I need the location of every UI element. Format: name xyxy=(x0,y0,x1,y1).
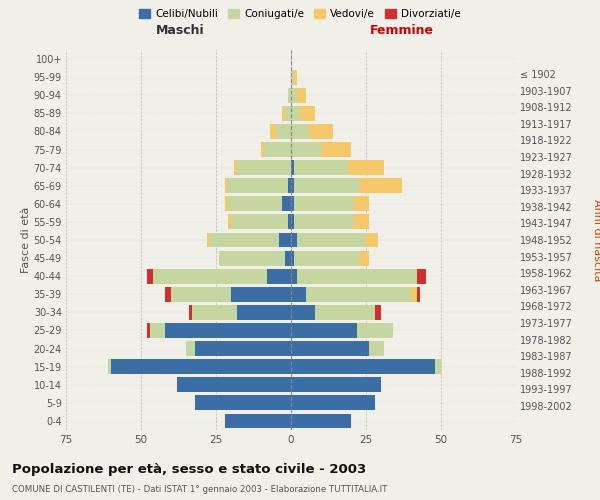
Bar xyxy=(291,124,309,139)
Bar xyxy=(354,196,369,211)
Bar xyxy=(360,178,402,193)
Bar xyxy=(354,214,369,230)
Y-axis label: Anni di nascita: Anni di nascita xyxy=(592,198,600,281)
Bar xyxy=(111,359,291,374)
Text: COMUNE DI CASTILENTI (TE) - Dati ISTAT 1° gennaio 2003 - Elaborazione TUTTITALIA: COMUNE DI CASTILENTI (TE) - Dati ISTAT 1… xyxy=(12,485,388,494)
Bar xyxy=(291,106,300,121)
Bar xyxy=(291,178,294,193)
Bar xyxy=(294,250,360,266)
Bar xyxy=(291,250,294,266)
Bar xyxy=(291,287,306,302)
Bar xyxy=(279,232,291,248)
Bar xyxy=(147,323,150,338)
Bar xyxy=(297,232,366,248)
Bar xyxy=(291,341,369,356)
Y-axis label: Fasce di età: Fasce di età xyxy=(20,207,31,273)
Bar xyxy=(195,396,291,410)
Bar xyxy=(234,160,237,175)
Bar xyxy=(108,359,111,374)
Bar xyxy=(294,160,348,175)
Bar xyxy=(285,250,291,266)
Bar xyxy=(288,214,291,230)
Bar xyxy=(153,269,267,283)
Bar xyxy=(291,142,321,157)
Bar xyxy=(291,305,315,320)
Bar xyxy=(225,414,291,428)
Bar xyxy=(270,124,276,139)
Bar xyxy=(291,378,381,392)
Bar xyxy=(150,323,165,338)
Bar xyxy=(165,287,171,302)
Bar xyxy=(294,178,360,193)
Bar xyxy=(417,287,420,302)
Bar xyxy=(291,359,435,374)
Bar xyxy=(297,269,417,283)
Bar xyxy=(291,160,294,175)
Bar xyxy=(294,196,354,211)
Bar xyxy=(291,88,297,102)
Bar xyxy=(276,124,291,139)
Bar xyxy=(210,232,279,248)
Bar xyxy=(225,196,228,211)
Bar xyxy=(231,214,288,230)
Bar xyxy=(369,341,384,356)
Text: Popolazione per età, sesso e stato civile - 2003: Popolazione per età, sesso e stato civil… xyxy=(12,462,366,475)
Bar xyxy=(171,287,231,302)
Bar xyxy=(147,269,153,283)
Bar xyxy=(177,378,291,392)
Bar xyxy=(264,142,291,157)
Bar xyxy=(315,305,375,320)
Bar xyxy=(282,106,285,121)
Bar xyxy=(207,232,210,248)
Bar xyxy=(189,305,192,320)
Bar xyxy=(291,414,351,428)
Bar xyxy=(288,178,291,193)
Bar xyxy=(225,178,228,193)
Bar xyxy=(291,396,375,410)
Bar xyxy=(291,323,357,338)
Bar xyxy=(348,160,384,175)
Bar xyxy=(186,341,195,356)
Bar xyxy=(291,232,297,248)
Bar xyxy=(288,88,291,102)
Bar xyxy=(192,305,237,320)
Bar xyxy=(300,106,315,121)
Bar xyxy=(357,323,393,338)
Bar xyxy=(165,323,291,338)
Bar xyxy=(360,250,369,266)
Bar xyxy=(285,106,291,121)
Bar xyxy=(321,142,351,157)
Bar xyxy=(195,341,291,356)
Bar xyxy=(228,178,288,193)
Legend: Celibi/Nubili, Coniugati/e, Vedovi/e, Divorziati/e: Celibi/Nubili, Coniugati/e, Vedovi/e, Di… xyxy=(135,5,465,24)
Bar xyxy=(219,250,285,266)
Text: Maschi: Maschi xyxy=(155,24,205,38)
Bar xyxy=(291,70,294,84)
Bar xyxy=(291,214,294,230)
Bar xyxy=(282,196,291,211)
Bar xyxy=(267,269,291,283)
Bar xyxy=(294,70,297,84)
Text: Femmine: Femmine xyxy=(370,24,434,38)
Bar xyxy=(291,269,297,283)
Bar xyxy=(237,160,291,175)
Bar xyxy=(417,269,426,283)
Bar xyxy=(375,305,381,320)
Bar xyxy=(366,232,378,248)
Bar xyxy=(309,124,333,139)
Bar xyxy=(291,196,294,211)
Bar xyxy=(231,287,291,302)
Bar xyxy=(228,214,231,230)
Bar xyxy=(411,287,417,302)
Bar xyxy=(228,196,282,211)
Bar xyxy=(237,305,291,320)
Bar xyxy=(306,287,411,302)
Bar xyxy=(297,88,306,102)
Bar xyxy=(435,359,441,374)
Bar xyxy=(294,214,354,230)
Bar xyxy=(261,142,264,157)
